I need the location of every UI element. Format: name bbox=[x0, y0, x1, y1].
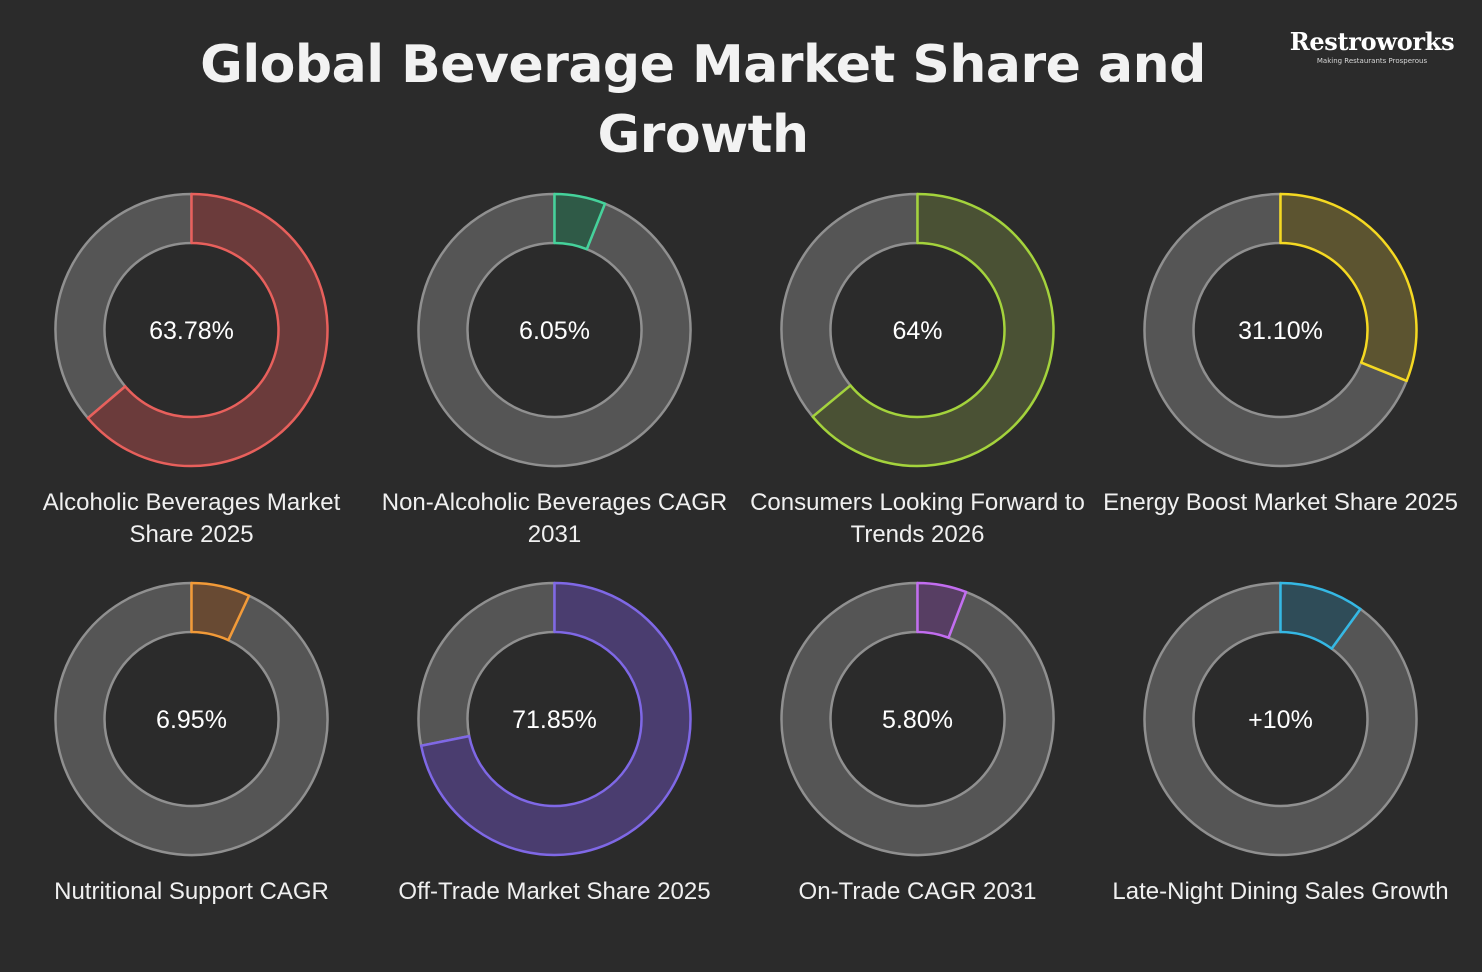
donut-remainder-slice bbox=[417, 581, 556, 747]
donut-value: 31.10% bbox=[1238, 317, 1323, 345]
donut-remainder-slice bbox=[780, 581, 1055, 857]
donut-value-slice bbox=[1279, 581, 1362, 650]
donut-chart-svg: 6.05% bbox=[417, 192, 692, 468]
donut-value: 71.85% bbox=[512, 706, 597, 734]
donut-chart-non-alcoholic-beverages: 6.05% Non-Alcoholic Beverages CAGR 2031 bbox=[373, 180, 736, 560]
donut-remainder-slice bbox=[54, 192, 193, 420]
donut-chart-svg: 5.80% bbox=[780, 581, 1055, 857]
donut-value: 6.95% bbox=[156, 706, 227, 734]
restroworks-logo: Restroworks Making Restaurants Prosperou… bbox=[1282, 28, 1462, 72]
donut-value-slice bbox=[1279, 192, 1418, 383]
donut-label: On-Trade CAGR 2031 bbox=[798, 878, 1037, 905]
donut-value-slice bbox=[190, 581, 251, 642]
donut-chart-consumers-trends: 64% Consumers Looking Forward to Trends … bbox=[736, 180, 1099, 560]
donut-label: Off-Trade Market Share 2025 bbox=[398, 878, 711, 905]
donut-group bbox=[417, 192, 692, 468]
donut-chart-svg: 6.95% bbox=[54, 581, 329, 857]
donut-group bbox=[780, 192, 1055, 468]
donut-value-slice bbox=[419, 581, 692, 857]
donut-value-slice bbox=[86, 192, 329, 468]
donut-group bbox=[780, 581, 1055, 857]
donut-chart-energy-boost: 31.10% Energy Boost Market Share 2025 bbox=[1099, 180, 1462, 560]
donut-group bbox=[1143, 581, 1418, 857]
donut-value-slice bbox=[916, 581, 968, 639]
donut-value: 63.78% bbox=[149, 317, 234, 345]
donut-value: 5.80% bbox=[882, 706, 953, 734]
donut-chart-svg: 71.85% bbox=[417, 581, 692, 857]
donut-label: Nutritional Support CAGR bbox=[54, 878, 329, 905]
donut-chart-svg: 63.78% bbox=[54, 192, 329, 468]
donut-label: Energy Boost Market Share 2025 bbox=[1103, 489, 1458, 516]
donut-label: Consumers Looking Forward to Trends 2026 bbox=[750, 489, 1085, 548]
donut-chart-on-trade: 5.80% On-Trade CAGR 2031 bbox=[736, 569, 1099, 949]
donut-remainder-slice bbox=[1143, 581, 1418, 857]
donut-chart-svg: 64% bbox=[780, 192, 1055, 468]
donut-chart-late-night-dining: +10% Late-Night Dining Sales Growth bbox=[1099, 569, 1462, 949]
donut-remainder-slice bbox=[417, 192, 692, 468]
donut-group bbox=[417, 581, 692, 857]
donut-group bbox=[54, 581, 329, 857]
donut-group bbox=[54, 192, 329, 468]
page-title: Global Beverage Market Share and Growth bbox=[200, 35, 1206, 165]
donut-label: Non-Alcoholic Beverages CAGR 2031 bbox=[381, 489, 728, 548]
donut-chart-svg: +10% bbox=[1143, 581, 1418, 857]
logo-wordmark: Restroworks bbox=[1289, 27, 1455, 56]
donut-chart-svg: 31.10% bbox=[1143, 192, 1418, 468]
donut-chart-alcoholic-beverages: 63.78% Alcoholic Beverages Market Share … bbox=[10, 180, 373, 560]
donut-value-slice bbox=[553, 192, 607, 251]
donut-label: Late-Night Dining Sales Growth bbox=[1112, 878, 1449, 905]
donut-remainder-slice bbox=[1143, 192, 1408, 468]
donut-chart-off-trade: 71.85% Off-Trade Market Share 2025 bbox=[373, 569, 736, 949]
donut-remainder-slice bbox=[54, 581, 329, 857]
donut-value: 64% bbox=[892, 317, 942, 345]
donut-value: +10% bbox=[1248, 706, 1313, 734]
donut-label: Alcoholic Beverages Market Share 2025 bbox=[42, 489, 341, 548]
donut-group bbox=[1143, 192, 1418, 468]
logo-tagline: Making Restaurants Prosperous bbox=[1316, 57, 1428, 65]
donut-chart-nutritional-support: 6.95% Nutritional Support CAGR bbox=[10, 569, 373, 949]
donut-remainder-slice bbox=[780, 192, 919, 418]
donut-value-slice bbox=[811, 192, 1055, 468]
donut-value: 6.05% bbox=[519, 317, 590, 345]
